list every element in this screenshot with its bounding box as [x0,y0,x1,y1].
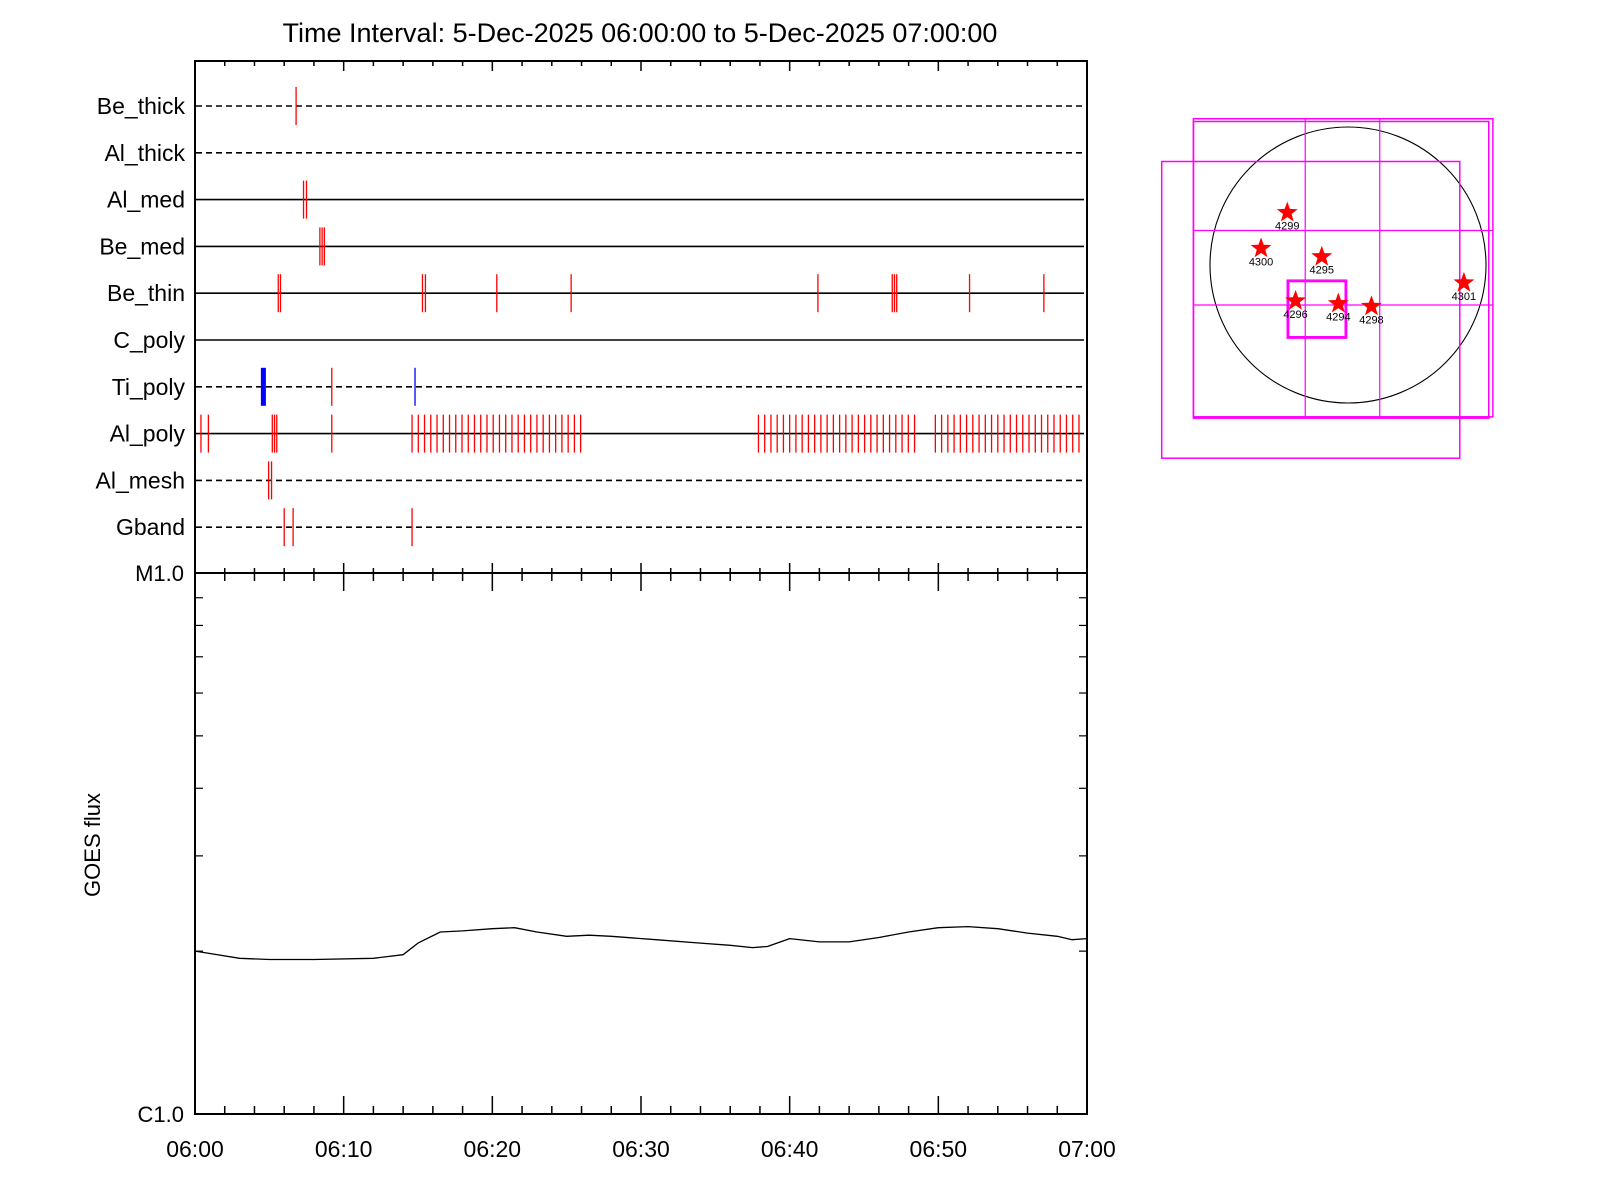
active-region-label: 4294 [1326,312,1350,324]
active-region-label: 4298 [1359,314,1383,326]
channel-ti-poly-label: Ti_poly [112,374,186,400]
flux-frame [194,572,1088,1115]
channel-al-mesh-label: Al_mesh [96,467,185,493]
x-tick-label: 06:20 [464,1136,522,1162]
active-region-star [1361,295,1382,316]
goes-flux-panel: 06:00 06:10 06:20 06:30 06:40 06:50 07:00 C1.0 M… [80,561,1116,1162]
x-tick-label: 06:30 [612,1136,670,1162]
channel-gband-label: Gband [116,514,185,540]
channel-c-poly-label: C_poly [113,327,185,353]
timeline-frame [194,60,1088,574]
fov-box [1160,160,1461,459]
solar-disk-outline [1209,126,1487,404]
active-region-star [1285,289,1306,310]
fov-box [1192,117,1494,418]
detector-timeline-panel: Be_thick Al_thick Al_med Be_med Be_thin C_pol… [96,60,1088,574]
channel-be-thin-label: Be_thin [107,280,185,306]
channel-al-thick-label: Al_thick [104,140,185,166]
x-tick-label: 06:40 [761,1136,819,1162]
active-region-label: 4296 [1283,309,1307,321]
y-axis-label: GOES flux [80,793,105,897]
channel-al-poly-label: Al_poly [110,421,186,447]
active-region-star [1327,292,1349,313]
active-region-star [1453,271,1475,292]
channel-be-thick-label: Be_thick [97,93,186,119]
chart-title: Time Interval: 5-Dec-2025 06:00:00 to 5-… [283,18,998,48]
x-tick-label: 07:00 [1058,1136,1116,1162]
x-tick-label: 06:00 [166,1136,224,1162]
y-tick-label: M1.0 [135,561,184,586]
fov-box [1286,279,1348,339]
fov-box [1192,120,1490,419]
x-tick-label: 06:10 [315,1136,373,1162]
fov-box [1287,280,1346,338]
channel-al-med-label: Al_med [107,187,185,213]
active-region-star [1276,201,1298,222]
goes-flux-line [194,925,1088,961]
active-region-label: 4300 [1249,256,1273,268]
active-region-label: 4301 [1452,291,1476,303]
active-region-star [1250,237,1272,258]
solar-disk-map: 4299 4300 4295 4301 4296 4294 4298 [1160,117,1494,459]
active-region-label: 4299 [1275,221,1299,233]
x-tick-label: 06:50 [910,1136,968,1162]
active-region-label: 4295 [1310,265,1334,277]
active-region-star [1311,245,1333,266]
channel-be-med-label: Be_med [99,233,185,259]
y-tick-label: C1.0 [138,1102,184,1127]
